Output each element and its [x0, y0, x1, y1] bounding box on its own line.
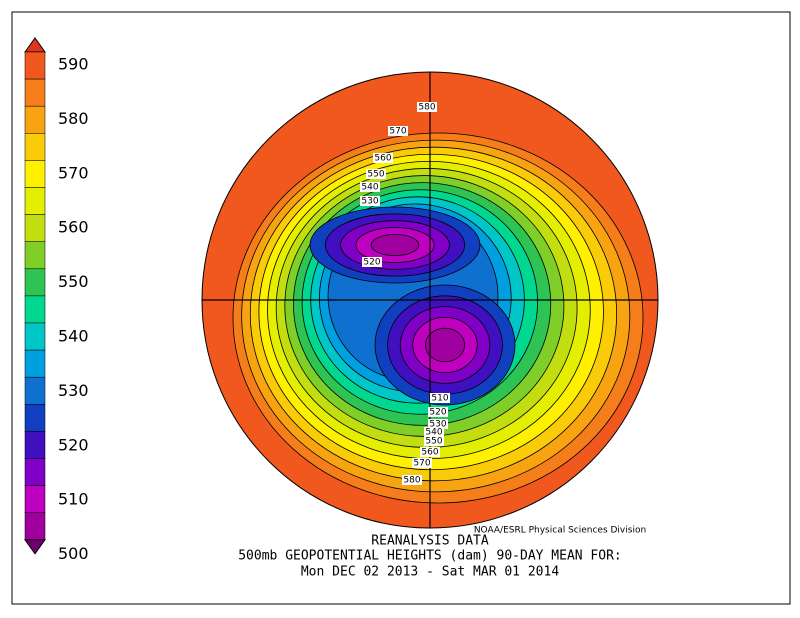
contour-label: 540: [425, 428, 442, 438]
contour-label: 580: [403, 476, 420, 486]
contour-label-box: [430, 393, 450, 403]
contour-label: 530: [361, 197, 378, 207]
contour-label: 570: [413, 459, 430, 469]
colorbar-swatch: [24, 485, 46, 513]
colorbar-label: 510: [58, 490, 89, 509]
contour-label: 580: [418, 103, 435, 113]
low-band: [370, 233, 420, 257]
colorbar-swatch: [24, 458, 46, 486]
colorbar-swatch: [24, 322, 46, 351]
colorbar-label: 550: [58, 272, 89, 291]
map: [202, 72, 658, 528]
footer-line: Mon DEC 02 2013 - Sat MAR 01 2014: [301, 565, 559, 580]
colorbar-swatch: [24, 431, 46, 459]
contour-label: 570: [389, 127, 406, 137]
footer-line: REANALYSIS DATA: [371, 534, 489, 549]
contour-label-box: [424, 436, 444, 446]
contour-label-box: [417, 102, 437, 112]
colorbar-swatch: [24, 404, 46, 432]
contour-label-box: [366, 169, 386, 179]
contour-label: 560: [374, 154, 391, 164]
contour-labels: 5805705605505405305205105205305405505605…: [360, 102, 450, 486]
colorbar-swatch: [24, 51, 46, 80]
colorbar-label: 540: [58, 327, 89, 346]
contour-label: 530: [429, 420, 446, 430]
colorbar-swatch: [24, 241, 46, 270]
contour-label-box: [424, 427, 444, 437]
colorbar-swatch: [24, 214, 46, 242]
colorbar-swatch: [24, 160, 46, 188]
colorbar-swatch: [24, 105, 46, 134]
colorbar-arrow: [24, 539, 46, 555]
contour-label-box: [402, 475, 422, 485]
colorbar-swatch: [24, 512, 46, 541]
contour-label-box: [388, 126, 408, 136]
contour-label-box: [412, 458, 432, 468]
colorbar-swatch: [24, 376, 46, 405]
contour-label: 520: [429, 408, 446, 418]
colorbar-swatch: [24, 268, 46, 297]
colorbar-swatch: [24, 349, 46, 378]
colorbar: 590 580 570 560 550 540 530 520 510 500: [24, 37, 89, 563]
contour-label: 560: [421, 448, 438, 458]
credit: NOAA/ESRL Physical Sciences Division: [474, 526, 646, 536]
colorbar-label: 520: [58, 435, 89, 454]
contour-label-box: [428, 419, 448, 429]
contour-label-box: [362, 257, 382, 267]
colorbar-label: 560: [58, 218, 89, 237]
colorbar-label: 570: [58, 163, 89, 182]
footer-line: 500mb GEOPOTENTIAL HEIGHTS (dam) 90-DAY …: [238, 549, 622, 564]
contour-label-box: [360, 182, 380, 192]
contour-label-box: [373, 153, 393, 163]
contour-label: 520: [363, 258, 380, 268]
contour-label-box: [420, 447, 440, 457]
low-band: [424, 327, 465, 363]
colorbar-label: 500: [58, 544, 89, 563]
contour-label-box: [360, 196, 380, 206]
colorbar-label: 590: [58, 55, 89, 74]
colorbar-swatch: [24, 133, 46, 161]
contour-label-box: [428, 407, 448, 417]
colorbar-swatch: [24, 295, 46, 324]
contour-label: 550: [367, 170, 384, 180]
contour-label: 540: [361, 183, 378, 193]
contour-label: 510: [431, 394, 448, 404]
colorbar-swatch: [24, 78, 46, 107]
colorbar-label: 530: [58, 381, 89, 400]
colorbar-swatch: [24, 187, 46, 215]
contour-label: 550: [425, 437, 442, 447]
colorbar-label: 580: [58, 109, 89, 128]
